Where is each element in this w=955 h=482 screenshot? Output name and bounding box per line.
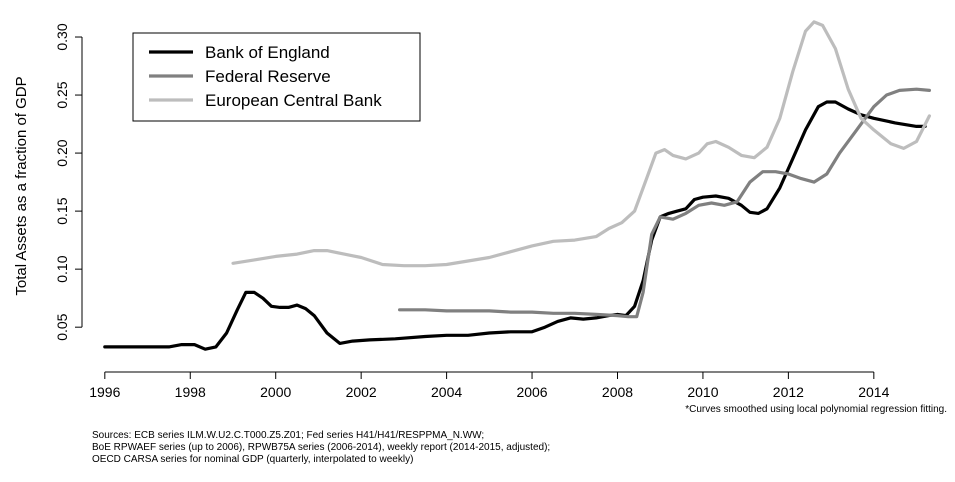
sources-line: Sources: ECB series ILM.W.U2.C.T000.Z5.Z… (92, 430, 485, 441)
x-tick-label: 2010 (687, 384, 718, 400)
x-tick-label: 2006 (516, 384, 547, 400)
y-tick-label: 0.30 (54, 23, 70, 50)
y-tick-label: 0.10 (54, 255, 70, 282)
y-tick-label: 0.15 (54, 197, 70, 224)
x-tick-label: 2000 (260, 384, 291, 400)
y-tick-label: 0.25 (54, 81, 70, 108)
x-tick-label: 2014 (858, 384, 889, 400)
smoothing-note: *Curves smoothed using local polynomial … (685, 404, 947, 415)
series-line-federal-reserve (398, 87, 931, 319)
legend-label-bank-of-england: Bank of England (205, 43, 330, 62)
x-tick-label: 2002 (346, 384, 377, 400)
y-tick-label: 0.05 (54, 313, 70, 340)
x-tick-label: 2008 (602, 384, 633, 400)
sources-line: BoE RPWAEF series (up to 2006), RPWB75A … (92, 442, 551, 453)
x-tick-label: 2004 (431, 384, 462, 400)
sources-line: OECD CARSA series for nominal GDP (quart… (92, 454, 414, 465)
y-axis-label: Total Assets as a fraction of GDP (13, 76, 30, 295)
x-tick-label: 1996 (89, 384, 120, 400)
series-line-bank-of-england (103, 100, 927, 351)
sources-note: Sources: ECB series ILM.W.U2.C.T000.Z5.Z… (92, 430, 550, 466)
series-line-european-central-bank (231, 20, 931, 268)
y-tick-label: 0.20 (54, 139, 70, 166)
legend-label-federal-reserve: Federal Reserve (205, 67, 331, 86)
x-tick-label: 2012 (773, 384, 804, 400)
legend-label-european-central-bank: European Central Bank (205, 91, 382, 110)
x-tick-label: 1998 (175, 384, 206, 400)
